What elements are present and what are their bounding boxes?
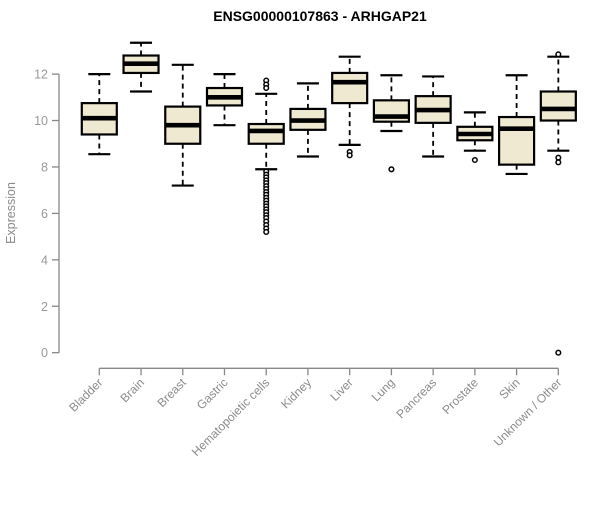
y-tick-label: 2	[41, 300, 48, 314]
boxplot-hematopoietic-cells	[247, 77, 285, 236]
boxplot-series	[80, 41, 577, 356]
outlier-point	[555, 159, 562, 166]
x-category-label: Bladder	[66, 376, 105, 415]
outlier-point	[388, 166, 395, 173]
y-tick-label: 12	[34, 68, 48, 82]
x-category-label: Skin	[496, 376, 522, 402]
outlier-point	[346, 152, 353, 159]
outlier-point	[263, 228, 270, 236]
y-axis: 0 2 4 6 8 10 12	[34, 68, 60, 360]
box	[331, 71, 369, 105]
box	[539, 90, 577, 122]
outlier-point	[471, 156, 478, 164]
boxplot-liver	[331, 55, 369, 159]
boxplot-pancreas	[414, 75, 452, 158]
outlier-point	[555, 349, 562, 356]
boxplot-gastric	[205, 72, 244, 127]
x-category-label: Lung	[369, 376, 398, 405]
x-category-label: Liver	[328, 376, 356, 404]
y-tick-label: 4	[41, 253, 48, 267]
boxplot-prostate	[456, 111, 494, 164]
boxplot-breast	[164, 63, 202, 187]
x-category-label: Pancreas	[394, 376, 440, 422]
box	[247, 122, 285, 145]
boxplot-lung	[372, 74, 411, 173]
y-tick-label: 10	[34, 114, 48, 128]
box	[498, 115, 536, 166]
x-category-label: Kidney	[278, 376, 314, 412]
outlier-point	[263, 84, 270, 92]
boxplot-skin	[498, 74, 536, 176]
boxplot-kidney	[289, 82, 327, 158]
y-axis-label: Expression	[4, 182, 18, 244]
y-tick-label: 8	[41, 160, 48, 174]
chart-title: ENSG00000107863 - ARHGAP21	[213, 8, 427, 24]
y-tick-label: 6	[41, 207, 48, 221]
x-category-label: Breast	[154, 375, 189, 410]
boxplot-unknown-other	[539, 51, 577, 356]
outlier-point	[555, 51, 562, 58]
boxplot-bladder	[80, 72, 118, 156]
x-category-label: Prostate	[439, 375, 481, 417]
boxplot-brain	[122, 41, 160, 93]
x-category-label: Brain	[117, 376, 147, 406]
y-tick-label: 0	[41, 346, 48, 360]
x-category-label: Hematopoietic cells	[189, 376, 272, 459]
x-category-label: Gastric	[194, 376, 231, 413]
